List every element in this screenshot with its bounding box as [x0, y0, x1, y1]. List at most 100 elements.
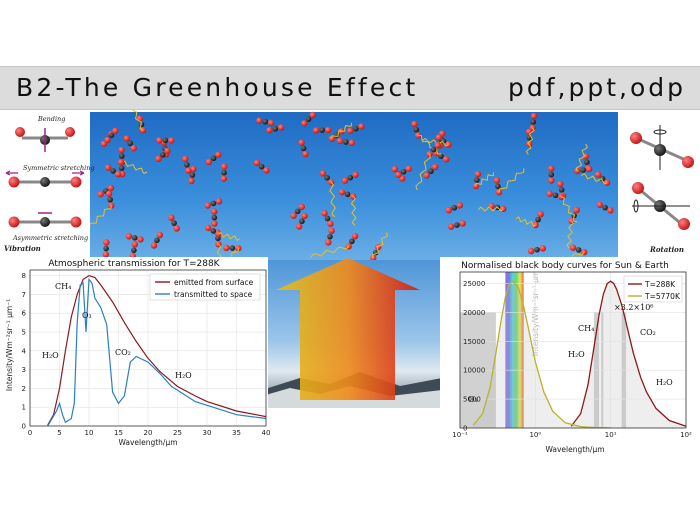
co2-molecule: [290, 203, 305, 219]
chart1-title: Atmospheric transmission for T=288K: [48, 259, 220, 269]
bending-label: Bending: [37, 115, 65, 123]
co2-molecule: [325, 227, 335, 246]
x-tick-label: 10⁰: [529, 431, 541, 439]
annot2-o3: O₃: [468, 395, 478, 404]
title-bar: B2-The Greenhouse Effect pdf,ppt,odp: [0, 66, 700, 110]
photon-wave: [218, 231, 241, 242]
series-line-transmitted: [47, 277, 267, 427]
chart1-frame: [29, 269, 267, 427]
co2-molecule: [220, 163, 228, 182]
photon-wave: [525, 127, 535, 155]
photon-wave: [478, 206, 504, 212]
x-tick-label: 30: [203, 429, 212, 437]
annot-h2o-left: H₂O: [42, 351, 59, 360]
co2-molecule: [447, 220, 466, 230]
co2-molecule: [256, 117, 275, 127]
y-tick-label: 1: [22, 404, 26, 412]
co2-molecule: [266, 124, 285, 134]
co2-molecule: [117, 159, 126, 178]
photon-wave: [581, 173, 608, 185]
x-tick-label: 20: [144, 429, 153, 437]
co2-molecule: [341, 171, 359, 184]
photon-wave: [515, 216, 536, 228]
molecule-cloud: [89, 100, 614, 277]
co2-molecule: [336, 137, 356, 147]
photon-wave: [415, 153, 431, 191]
photon-wave: [350, 196, 357, 226]
photon-wave: [566, 220, 574, 249]
photon-wave: [372, 232, 389, 259]
series-line-earth: [570, 280, 687, 427]
co2-molecule: [295, 212, 308, 230]
co2-molecule: [204, 198, 223, 209]
chart2-frame: [459, 271, 687, 429]
co2-molecule: [596, 201, 614, 214]
photon-wave: [561, 196, 578, 223]
co2-molecule: [211, 208, 218, 227]
co2-molecule: [445, 202, 464, 214]
co2-molecule: [150, 231, 164, 249]
co2-molecule: [546, 190, 565, 201]
photon-wave: [331, 122, 352, 139]
chart1-xlabel: Wavelength/μm: [118, 438, 177, 447]
vibration-caption: Vibration: [4, 244, 41, 253]
annot2-ch4: CH₄: [578, 324, 594, 333]
annot2-h2o-right: H₂O: [656, 378, 673, 387]
x-tick-label: 40: [262, 429, 271, 437]
chart2-title: Normalised black body curves for Sun & E…: [461, 261, 669, 271]
y-tick-label: 0: [22, 423, 26, 431]
co2-molecule: [253, 159, 270, 174]
legend-288k: T=288K: [644, 280, 676, 289]
radiation-arrow: [276, 258, 420, 400]
y-tick-label: 20000: [463, 309, 485, 317]
co2-molecule: [155, 147, 171, 162]
page-title: B2-The Greenhouse Effect: [16, 73, 419, 102]
annot2-h2o-left: H₂O: [568, 350, 585, 359]
series-area: [473, 281, 611, 428]
download-formats[interactable]: pdf,ppt,odp: [507, 73, 686, 102]
annot-o3: O₃: [82, 311, 92, 320]
y-tick-label: 7: [22, 291, 26, 299]
x-tick-label: 10²: [680, 431, 692, 439]
co2-molecule: [528, 245, 547, 255]
symmetric-label: Symmetric stretching: [23, 164, 95, 172]
y-tick-label: 4: [22, 347, 27, 355]
y-tick-label: 5000: [463, 396, 481, 404]
co2-molecule: [345, 232, 359, 250]
co2-molecule: [298, 139, 309, 158]
photon-wave: [89, 205, 112, 228]
y-tick-label: 6: [22, 310, 27, 318]
co2-molecule: [182, 155, 192, 174]
y-tick-label: 25000: [463, 280, 485, 288]
y-tick-label: 10000: [463, 367, 485, 375]
transmission-chart: Atmospheric transmission for T=288K Wave…: [0, 257, 270, 450]
x-tick-label: 25: [173, 429, 182, 437]
co2-molecule: [102, 239, 110, 258]
annot-co2: CO₂: [115, 348, 131, 357]
annot2-co2: CO₂: [640, 328, 656, 337]
co2-molecule: [205, 151, 222, 166]
co2-molecule: [97, 184, 115, 198]
annot-ch4: CH₄: [55, 282, 71, 291]
co2-molecule: [123, 135, 137, 152]
rotation-panel: Rotation: [618, 112, 700, 260]
series-area: [571, 281, 686, 428]
x-tick-label: 10: [85, 429, 94, 437]
y-tick-label: 8: [22, 272, 26, 280]
legend-5770k: T=5770K: [644, 292, 681, 301]
chart2-legend: T=288K T=5770K: [623, 275, 683, 303]
y-tick-label: 5: [22, 329, 26, 337]
vibration-panel: Bending Symmetric stretching Asymmetric …: [0, 112, 95, 260]
co2-molecule: [223, 244, 242, 252]
co2-molecule: [105, 190, 115, 209]
co2-molecule: [347, 123, 365, 135]
photon-wave: [418, 134, 442, 155]
visible-spectrum-band: [505, 272, 524, 428]
earth-photo: [262, 258, 442, 408]
co2-molecule: [188, 165, 197, 185]
series-line-emitted: [47, 274, 267, 426]
y-tick-label: 3: [22, 366, 26, 374]
co2-molecule: [104, 164, 122, 178]
y-tick-label: 15000: [463, 338, 485, 346]
photon-wave: [329, 181, 336, 218]
